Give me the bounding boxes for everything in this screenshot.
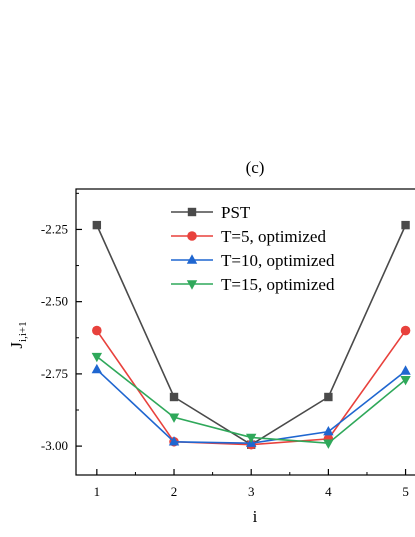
series-line <box>96 368 407 445</box>
legend-marker <box>187 207 197 217</box>
x-tick-label: 2 <box>171 484 178 499</box>
data-point <box>401 220 410 230</box>
series-layer <box>91 220 411 450</box>
series-line <box>96 355 407 445</box>
legend-item: T=5, optimized <box>171 227 326 246</box>
series-line <box>96 330 407 446</box>
y-tick-label: -3.00 <box>41 438 68 453</box>
legend-label: T=10, optimized <box>221 251 335 270</box>
plot-frame <box>75 188 415 476</box>
y-tick-label: -2.75 <box>41 366 68 381</box>
legend: PST T=5, optimized T=10, optimized T=15, op… <box>171 203 335 294</box>
x-tick-label: 3 <box>248 484 255 499</box>
data-point <box>324 392 333 402</box>
series-3 <box>91 352 411 449</box>
data-point <box>400 365 411 375</box>
data-point <box>91 363 103 374</box>
data-point <box>168 413 180 423</box>
chart-title: (c) <box>246 158 265 177</box>
x-tick-label: 1 <box>94 484 101 499</box>
legend-item: PST <box>171 203 251 222</box>
y-axis-label: Ji,i+1 <box>7 321 29 348</box>
y-tick-label: -2.25 <box>41 221 68 236</box>
legend-item: T=10, optimized <box>171 251 335 270</box>
legend-marker <box>186 254 198 264</box>
legend-marker <box>186 280 198 290</box>
series-1 <box>92 325 411 450</box>
y-axis-label-main: J <box>7 342 26 349</box>
data-point <box>323 425 334 436</box>
data-point <box>168 436 180 446</box>
data-point <box>91 352 103 363</box>
x-tick-label: 5 <box>402 484 409 499</box>
legend-marker <box>187 231 197 241</box>
x-axis-label: i <box>253 507 258 526</box>
data-point <box>92 325 102 336</box>
y-tick-label: -2.50 <box>41 294 68 309</box>
data-point <box>400 325 411 336</box>
data-point <box>169 392 179 402</box>
legend-label: T=15, optimized <box>221 275 335 294</box>
x-axis: 1 2 3 4 5 <box>94 469 409 499</box>
data-point <box>92 220 102 230</box>
data-point <box>246 433 257 444</box>
legend-label: T=5, optimized <box>221 227 326 246</box>
x-tick-label: 4 <box>325 484 332 499</box>
legend-item: T=15, optimized <box>171 275 335 294</box>
y-axis: -2.25 -2.50 -2.75 -3.00 <box>41 192 82 453</box>
y-axis-label-subscript: i,i+1 <box>17 321 29 342</box>
data-point <box>400 375 411 386</box>
data-point <box>323 439 334 449</box>
legend-label: PST <box>221 203 251 222</box>
